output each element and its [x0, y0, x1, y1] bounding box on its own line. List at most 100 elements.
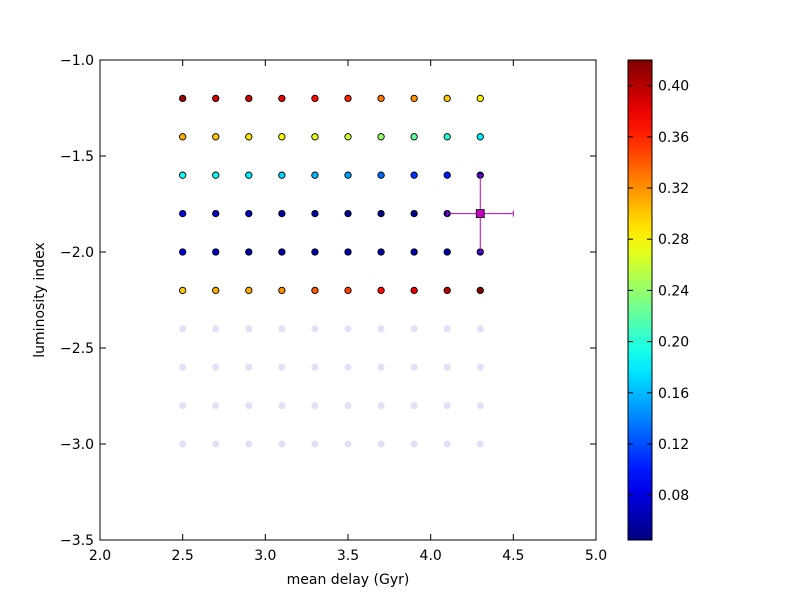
faded-point — [278, 325, 286, 333]
data-point — [344, 94, 352, 103]
data-point — [212, 286, 220, 295]
colorbar-tick-label: 0.24 — [658, 283, 689, 299]
x-tick-label: 3.5 — [337, 548, 359, 564]
data-point — [311, 133, 319, 141]
faded-point — [311, 402, 319, 410]
highlight-marker — [446, 174, 514, 253]
data-point — [410, 171, 418, 179]
data-point — [344, 286, 352, 295]
colorbar-gradient — [627, 59, 653, 541]
faded-point — [443, 402, 451, 410]
faded-point — [410, 402, 418, 410]
colorbar-tick-label: 0.16 — [658, 386, 689, 402]
x-tick-label: 2.5 — [172, 548, 194, 564]
faded-point — [179, 440, 187, 448]
faded-point — [311, 440, 319, 448]
x-tick-label: 5.0 — [585, 548, 607, 564]
faded-point — [311, 363, 319, 371]
faded-point — [245, 325, 253, 333]
y-axis: −1.0 −1.5 −2.0 −2.5 −3.0 −3.5 — [60, 53, 596, 549]
data-point — [245, 171, 253, 179]
y-tick-label: −2.5 — [60, 341, 94, 357]
colorbar-tick-label: 0.12 — [658, 437, 689, 453]
data-point — [179, 94, 187, 103]
faded-point — [245, 363, 253, 371]
faded-point — [443, 440, 451, 448]
data-point — [245, 248, 253, 256]
faded-point — [377, 440, 385, 448]
data-point — [443, 248, 451, 256]
x-tick-label: 4.5 — [502, 548, 524, 564]
data-point — [410, 94, 418, 103]
y-axis-label: luminosity index — [32, 242, 48, 357]
x-axis: 2.0 2.5 3.0 3.5 4.0 4.5 5.0 — [89, 60, 607, 564]
data-point — [311, 248, 319, 256]
data-point — [311, 286, 319, 295]
faded-point — [212, 325, 220, 333]
data-point — [410, 133, 418, 141]
faded-point — [443, 325, 451, 333]
faded-point — [179, 325, 187, 333]
faded-point — [443, 363, 451, 371]
colorbar-tick-label: 0.20 — [658, 335, 689, 351]
colorbar-tick-label: 0.32 — [658, 181, 689, 197]
data-point — [212, 133, 220, 141]
x-tick-label: 3.0 — [254, 548, 276, 564]
data-point — [311, 171, 319, 179]
faded-point — [245, 440, 253, 448]
faded-point — [179, 363, 187, 371]
data-point — [410, 286, 418, 295]
data-point — [311, 209, 319, 218]
faded-point — [278, 440, 286, 448]
data-point — [377, 248, 385, 256]
data-point — [179, 248, 187, 256]
faded-point — [410, 325, 418, 333]
faded-point — [476, 440, 484, 448]
faded-point — [344, 363, 352, 371]
data-points — [179, 94, 484, 448]
faded-point — [179, 402, 187, 410]
faded-point — [476, 363, 484, 371]
data-point — [476, 94, 484, 103]
faded-point — [476, 402, 484, 410]
y-tick-label: −2.0 — [60, 245, 94, 261]
data-point — [278, 133, 286, 141]
faded-point — [377, 402, 385, 410]
faded-point — [245, 402, 253, 410]
data-point — [179, 171, 187, 179]
faded-point — [344, 325, 352, 333]
data-point — [179, 209, 187, 218]
faded-point — [212, 440, 220, 448]
data-point — [245, 286, 253, 295]
x-axis-label: mean delay (Gyr) — [287, 572, 410, 588]
y-tick-label: −3.0 — [60, 437, 94, 453]
data-point — [212, 94, 220, 103]
data-point — [344, 248, 352, 256]
marker-square — [475, 209, 485, 219]
colorbar-tick-label: 0.40 — [658, 79, 689, 95]
data-point — [476, 286, 484, 295]
data-point — [278, 171, 286, 179]
data-point — [179, 133, 187, 141]
faded-point — [311, 325, 319, 333]
faded-point — [377, 363, 385, 371]
data-point — [245, 133, 253, 141]
data-point — [344, 171, 352, 179]
faded-point — [278, 402, 286, 410]
data-point — [179, 286, 187, 295]
faded-point — [212, 402, 220, 410]
data-point — [443, 94, 451, 103]
data-point — [344, 209, 352, 218]
faded-point — [212, 363, 220, 371]
data-point — [311, 94, 319, 103]
data-point — [443, 133, 451, 141]
faded-point — [476, 325, 484, 333]
data-point — [278, 248, 286, 256]
data-point — [278, 209, 286, 218]
colorbar-tick-label: 0.08 — [658, 488, 689, 504]
data-point — [377, 286, 385, 295]
faded-point — [410, 363, 418, 371]
data-point — [377, 133, 385, 141]
